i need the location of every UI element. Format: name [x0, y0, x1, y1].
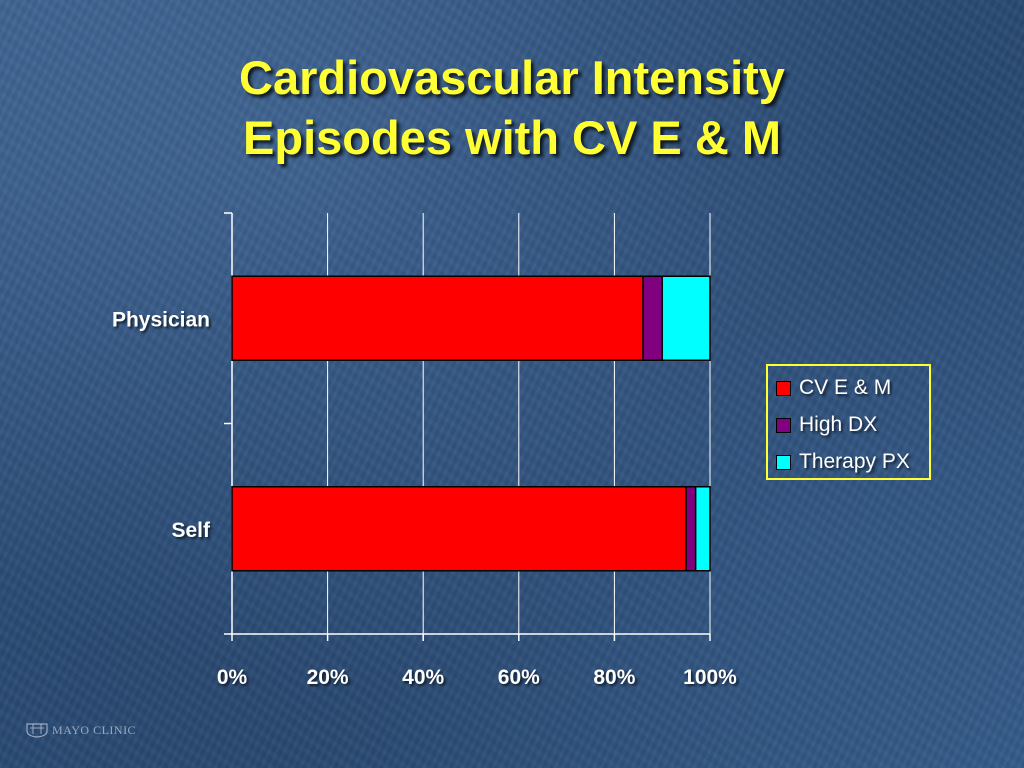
legend-label-high-dx: High DX: [799, 413, 878, 436]
chart-legend: CV E & M High DX Therapy PX: [766, 364, 931, 480]
legend-swatch-high-dx: [776, 417, 791, 433]
legend-label-cv-em: CV E & M: [799, 376, 892, 399]
legend-item-high-dx: High DX: [776, 411, 877, 439]
bar-segment-self-1: [685, 486, 697, 572]
bar-segment-physician-0: [231, 275, 644, 361]
x-tick-label: 20%: [307, 666, 349, 689]
logo-text: MAYO CLINIC: [52, 722, 137, 737]
title-line-2: Episodes with CV E & M: [243, 111, 781, 164]
bar-segment-self-0: [231, 486, 687, 572]
x-tick-label: 0%: [217, 666, 248, 689]
mayo-clinic-logo: MAYO CLINIC: [26, 722, 136, 738]
x-tick-label: 40%: [402, 666, 444, 689]
legend-label-therapy-px: Therapy PX: [799, 450, 910, 473]
category-label-self: Self: [171, 519, 211, 542]
bar-segment-physician-1: [642, 275, 663, 361]
legend-swatch-cv-em: [776, 380, 791, 396]
legend-swatch-therapy-px: [776, 454, 791, 470]
category-label-physician: Physician: [112, 308, 210, 331]
slide-title: Cardiovascular Intensity Episodes with C…: [0, 48, 1024, 168]
legend-item-cv-em: CV E & M: [776, 374, 891, 402]
x-tick-label: 80%: [593, 666, 635, 689]
x-tick-label: 60%: [498, 666, 540, 689]
bar-segment-physician-2: [661, 275, 711, 361]
mayo-shield-icon: [26, 723, 48, 738]
x-tick-label: 100%: [683, 666, 737, 689]
title-line-1: Cardiovascular Intensity: [239, 51, 785, 104]
bar-segment-self-2: [694, 486, 711, 572]
legend-item-therapy-px: Therapy PX: [776, 448, 910, 476]
